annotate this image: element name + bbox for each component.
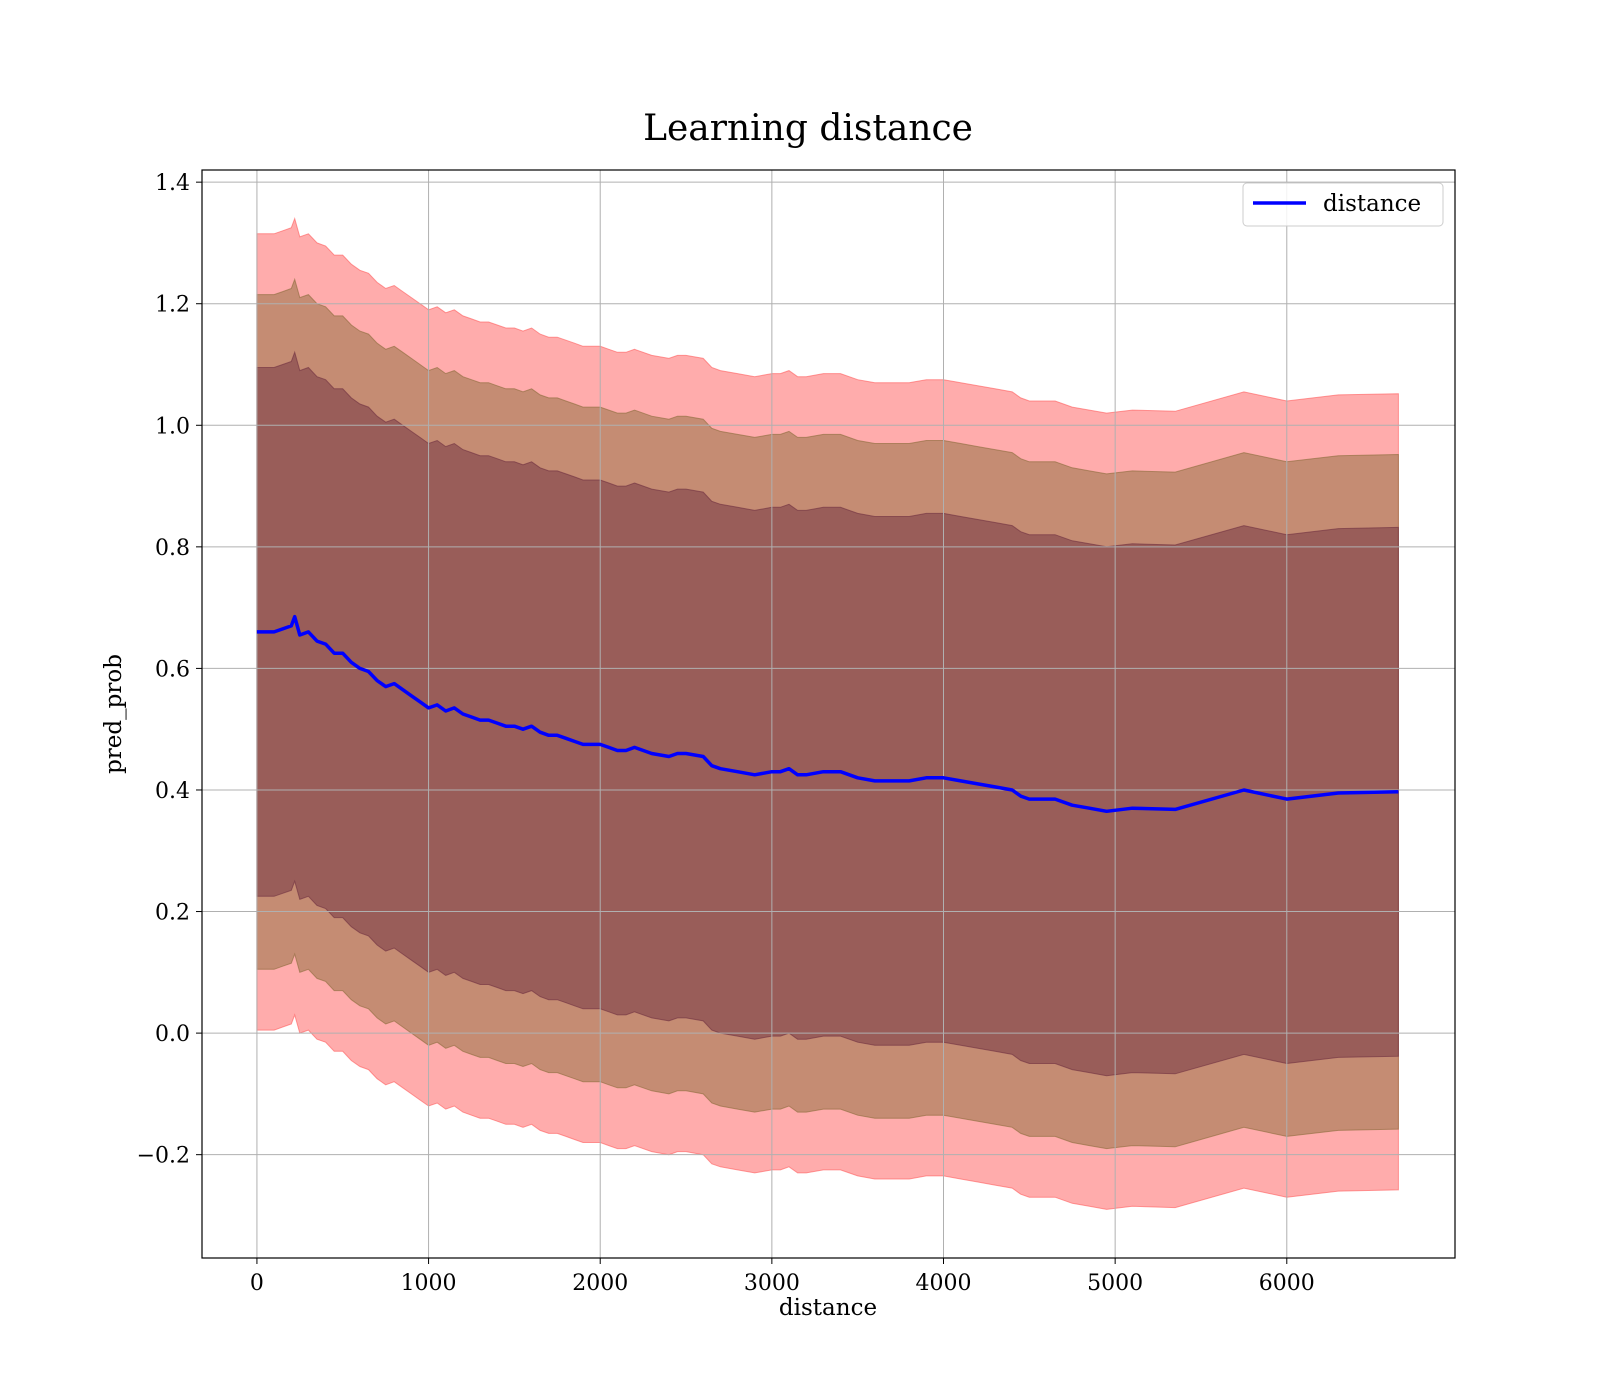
legend-label-distance: distance [1323,191,1421,217]
y-tick-label: 0.4 [155,779,190,804]
series-line-distance [256,614,1399,814]
y-tick-label: −0.2 [137,1144,190,1169]
y-tick-label: 1.4 [155,171,190,196]
x-axis-label: distance [779,1295,877,1321]
confidence-bands [256,216,1399,1210]
x-tick-label: 1000 [401,1271,457,1296]
plot-frame [201,169,1456,1259]
x-tick-label: 5000 [1087,1271,1143,1296]
legend: distance [1242,182,1444,227]
y-axis: −0.2 0.0 0.2 0.4 0.6 0.8 1.0 1.2 1.4 [137,171,202,1169]
x-axis: 0 1000 2000 3000 4000 5000 6000 [250,1258,1315,1296]
x-tick-label: 4000 [916,1271,972,1296]
plot-area [201,169,1456,1259]
y-tick-label: 0.8 [155,536,190,561]
x-tick-label: 6000 [1259,1271,1315,1296]
x-tick-label: 2000 [572,1271,628,1296]
y-tick-label: 0.2 [155,901,190,926]
x-tick-label: 0 [250,1271,264,1296]
legend-box [1242,182,1444,227]
y-axis-label: pred_prob [101,654,127,774]
y-tick-label: 0.0 [155,1022,190,1047]
x-tick-label: 3000 [744,1271,800,1296]
y-tick-label: 0.6 [155,657,190,682]
y-tick-label: 1.0 [155,414,190,439]
y-tick-label: 1.2 [155,293,190,318]
band-inner [256,350,1399,1077]
chart-title: Learning distance [643,108,973,149]
series-lines [256,614,1399,814]
